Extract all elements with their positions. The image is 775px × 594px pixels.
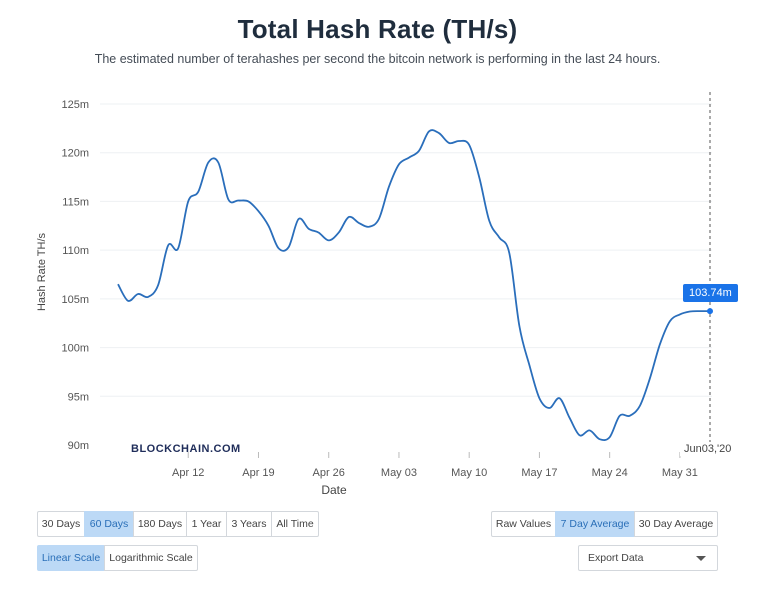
x-tick-label: May 17 xyxy=(521,467,557,479)
range-30-days-button[interactable]: 30 Days xyxy=(37,511,85,537)
range-all-time-button[interactable]: All Time xyxy=(271,511,319,537)
y-tick-label: 110m xyxy=(62,245,89,257)
range-1-year-button[interactable]: 1 Year xyxy=(186,511,227,537)
x-axis-ticks: Apr 12 Apr 19 Apr 26 May 03 May 10 May 17 May … xyxy=(172,452,698,479)
crosshair-date-label: Jun03,'20 xyxy=(680,442,736,456)
x-tick-label: Apr 19 xyxy=(242,467,274,479)
x-tick-label: May 31 xyxy=(662,467,698,479)
y-axis-label: Hash Rate TH/s xyxy=(36,232,48,311)
y-axis-ticks: 90m 95m 100m 105m 110m 115m 120m 125m xyxy=(61,99,89,452)
grid-lines xyxy=(100,103,712,397)
export-data-dropdown[interactable]: Export Data xyxy=(578,545,718,571)
value-type-selector: Raw Values 7 Day Average 30 Day Average xyxy=(491,511,718,537)
range-60-days-button[interactable]: 60 Days xyxy=(84,511,134,537)
y-tick-label: 95m xyxy=(68,391,89,403)
chevron-down-icon xyxy=(696,556,706,561)
x-tick-label: Apr 12 xyxy=(172,467,204,479)
x-tick-label: May 24 xyxy=(592,467,628,479)
export-data-label: Export Data xyxy=(588,552,644,564)
hover-point xyxy=(707,308,713,315)
y-tick-label: 90m xyxy=(68,440,89,452)
range-3-years-button[interactable]: 3 Years xyxy=(226,511,272,537)
scale-selector: Linear Scale Logarithmic Scale xyxy=(37,545,198,571)
time-range-selector: 30 Days 60 Days 180 Days 1 Year 3 Years … xyxy=(37,511,319,537)
y-tick-label: 115m xyxy=(62,196,89,208)
y-tick-label: 120m xyxy=(61,148,89,160)
raw-values-button[interactable]: Raw Values xyxy=(491,511,556,537)
page-subtitle: The estimated number of terahashes per s… xyxy=(94,52,661,66)
series-line xyxy=(117,129,710,441)
value-tooltip: 103.74m xyxy=(683,284,738,302)
linear-scale-button[interactable]: Linear Scale xyxy=(37,545,105,571)
x-axis-label: Date xyxy=(321,483,347,497)
y-tick-label: 125m xyxy=(61,99,89,111)
y-tick-label: 100m xyxy=(61,343,89,355)
watermark-logo: BLOCKCHAIN.COM xyxy=(131,443,241,455)
page-title: Total Hash Rate (TH/s) xyxy=(237,14,518,44)
range-180-days-button[interactable]: 180 Days xyxy=(133,511,187,537)
seven-day-average-button[interactable]: 7 Day Average xyxy=(555,511,635,537)
thirty-day-average-button[interactable]: 30 Day Average xyxy=(634,511,718,537)
x-tick-label: May 03 xyxy=(381,467,417,479)
x-tick-label: May 10 xyxy=(451,467,487,479)
x-tick-label: Apr 26 xyxy=(313,467,345,479)
logarithmic-scale-button[interactable]: Logarithmic Scale xyxy=(104,545,198,571)
y-tick-label: 105m xyxy=(61,294,89,306)
